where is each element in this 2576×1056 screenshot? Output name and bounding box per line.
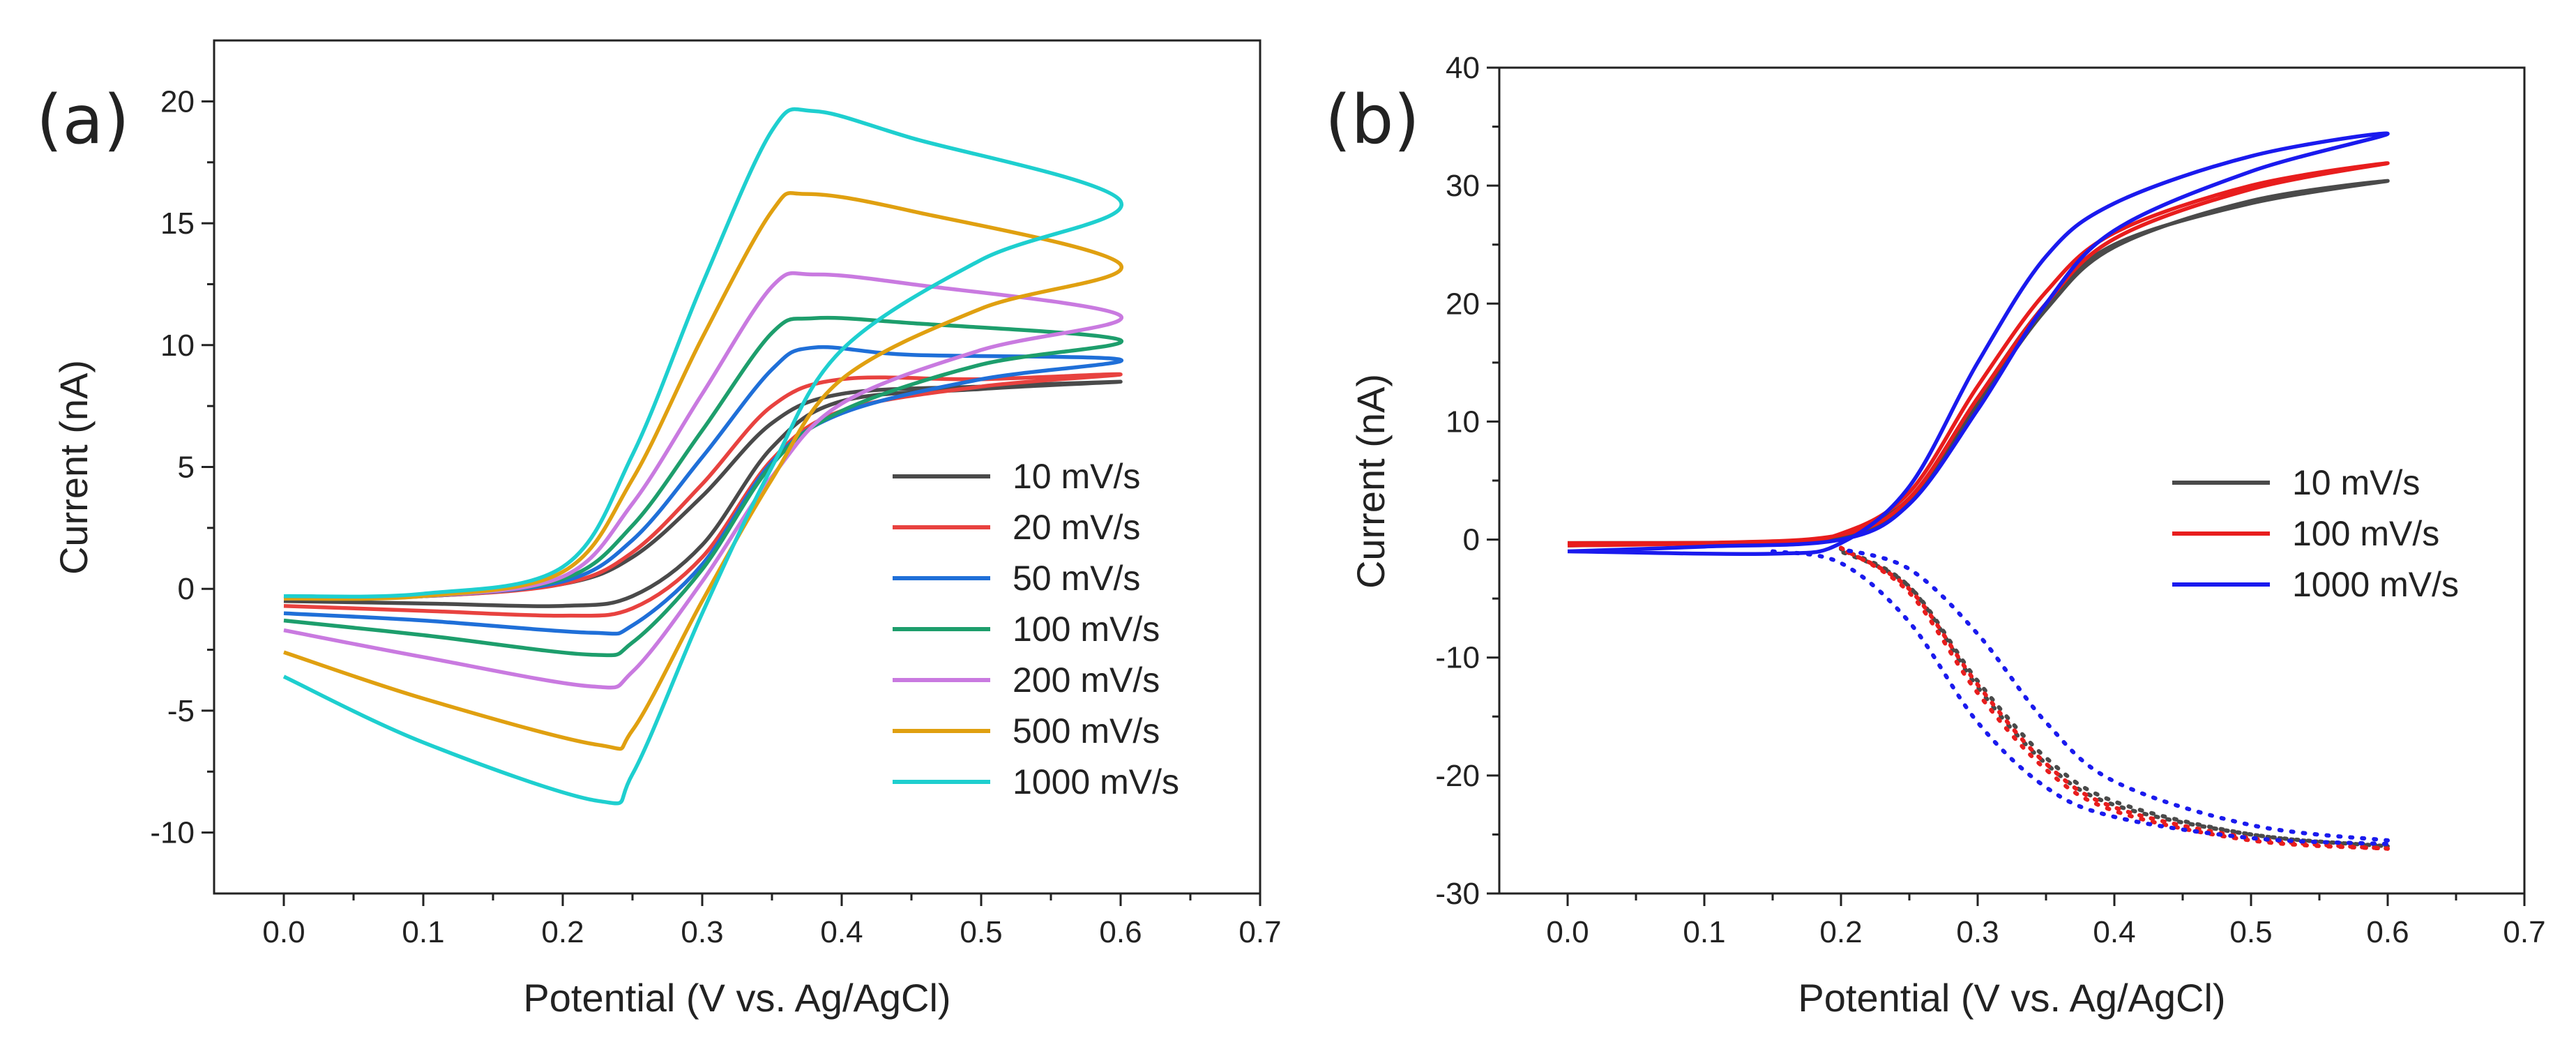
panel-a-series-100-mv-s xyxy=(283,315,1123,658)
panel-b-y-tick-label: -10 xyxy=(1435,641,1480,675)
panel-a-x-tick-label: 0.5 xyxy=(960,915,1002,949)
panel-b-series-1000-mv-s-dotted-forward xyxy=(1771,549,2390,846)
panel-a-x-tick-label: 0.6 xyxy=(1099,915,1142,949)
panel-b-x-tick-label: 0.5 xyxy=(2229,915,2272,949)
panel-a-y-tick-label: 5 xyxy=(178,451,195,485)
panel-b-y-tick-label: -30 xyxy=(1435,877,1480,911)
panel-a-plot-frame xyxy=(213,39,1262,895)
panel-b-series-100-mv-s-dotted-reverse xyxy=(1839,547,2390,851)
panel-a-legend-label: 200 mV/s xyxy=(1013,661,1160,700)
panel-b-legend-label: 100 mV/s xyxy=(2292,514,2439,553)
panel-b-y-tick-label: 30 xyxy=(1446,169,1480,203)
panel-a-series-500-mv-s xyxy=(283,191,1123,751)
panel-a: (a) 0.0 0.1 0.2 0.3 0.4 0.5 0.6 0.7 -10 -5 0 5 10 15 2… xyxy=(36,39,1282,1020)
panel-b-series-1000-mv-s-solid xyxy=(1567,131,2390,557)
panel-b-series-10-mv-s-dotted-reverse xyxy=(1839,549,2390,849)
panel-a-y-tick-label: 20 xyxy=(160,84,195,119)
panel-b-x-tick-label: 0.3 xyxy=(1956,915,1999,949)
panel-a-legend-label: 1000 mV/s xyxy=(1013,762,1179,801)
panel-a-legend-label: 100 mV/s xyxy=(1013,610,1160,649)
panel-b-legend: 10 mV/s 100 mV/s 1000 mV/s xyxy=(2172,463,2459,604)
panel-b-x-tick-label: 0.0 xyxy=(1546,915,1589,949)
panel-a-y-tick-label: -10 xyxy=(150,816,195,850)
panel-b-x-tick-label: 0.7 xyxy=(2503,915,2545,949)
panel-a-label: (a) xyxy=(36,81,130,159)
panel-b-y-tick-label: -20 xyxy=(1435,759,1480,793)
panel-b-x-tick-label: 0.6 xyxy=(2366,915,2409,949)
panel-b-x-axis-label: Potential (V vs. Ag/AgCl) xyxy=(1798,976,2225,1020)
panel-a-legend: 10 mV/s 20 mV/s 50 mV/s 100 mV/s 200 mV/s 500… xyxy=(893,457,1179,801)
panel-b-y-tick-label: 0 xyxy=(1463,523,1480,557)
panel-a-y-tick-label: 0 xyxy=(178,572,195,606)
panel-a-x-tick-label: 0.4 xyxy=(820,915,863,949)
panel-a-x-axis-label: Potential (V vs. Ag/AgCl) xyxy=(523,976,950,1020)
panel-a-y-tick-label: 15 xyxy=(160,206,195,241)
panel-a-x-tick-label: 0.7 xyxy=(1238,915,1281,949)
panel-b-x-tick-label: 0.1 xyxy=(1683,915,1725,949)
panel-b-plot-frame xyxy=(1498,66,2526,895)
panel-a-y-axis-label: Current (nA) xyxy=(52,360,96,575)
panel-a-x-tick-label: 0.2 xyxy=(541,915,584,949)
panel-a-legend-label: 20 mV/s xyxy=(1013,508,1140,547)
panel-a-y-tick-label: 10 xyxy=(160,329,195,363)
panel-a-series-20-mv-s xyxy=(283,372,1123,618)
panel-b-y-tick-label: 40 xyxy=(1446,51,1480,85)
panel-a-legend-label: 10 mV/s xyxy=(1013,457,1140,496)
panel-a-series-200-mv-s xyxy=(283,271,1123,690)
panel-a-series-50-mv-s xyxy=(283,345,1123,636)
panel-b-x-tick-label: 0.2 xyxy=(1819,915,1862,949)
panel-b: (b) 0.0 0.1 0.2 0.3 0.4 0.5 0.6 0.7 -30 -20 -10 0 10… xyxy=(1325,51,2546,1020)
panel-a-x-tick-label: 0.0 xyxy=(262,915,305,949)
panel-b-series-1000-mv-s-dotted-reverse xyxy=(1839,547,2390,843)
panel-b-y-tick-label: 10 xyxy=(1446,405,1480,439)
panel-b-label: (b) xyxy=(1325,81,1420,159)
panel-b-legend-label: 10 mV/s xyxy=(2292,463,2420,502)
panel-b-y-axis-label: Current (nA) xyxy=(1349,374,1393,589)
panel-b-series-100-mv-s-dotted-forward xyxy=(1839,545,2390,851)
panel-b-legend-label: 1000 mV/s xyxy=(2292,565,2459,604)
panel-a-y-tick-label: -5 xyxy=(167,694,195,728)
panel-a-x-tick-label: 0.1 xyxy=(402,915,444,949)
panel-a-series-10-mv-s xyxy=(283,379,1123,608)
panel-a-legend-label: 500 mV/s xyxy=(1013,711,1160,750)
panel-a-x-tick-label: 0.3 xyxy=(681,915,723,949)
panel-a-series-1000-mv-s xyxy=(282,107,1123,806)
panel-b-x-tick-label: 0.4 xyxy=(2093,915,2135,949)
panel-a-legend-label: 50 mV/s xyxy=(1013,559,1140,598)
panel-b-y-tick-label: 20 xyxy=(1446,287,1480,321)
